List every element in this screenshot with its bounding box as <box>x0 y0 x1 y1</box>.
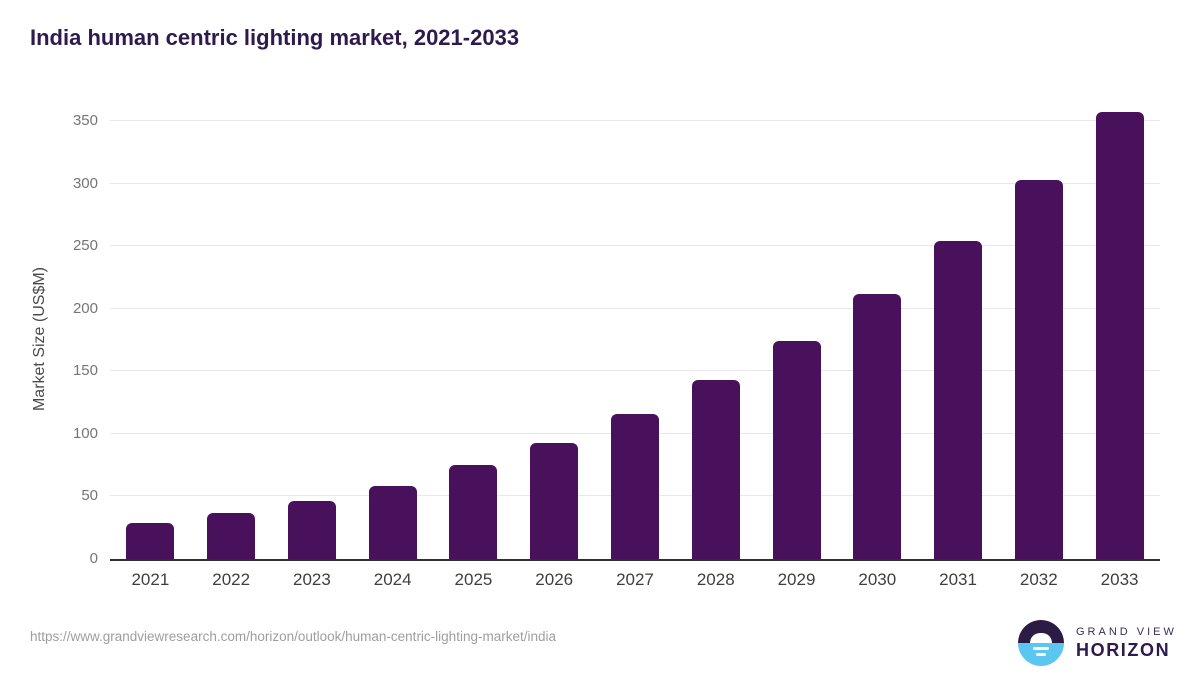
y-tick-label-250: 250 <box>72 237 98 255</box>
source-url: https://www.grandviewresearch.com/horizo… <box>30 629 556 644</box>
bar-2023[interactable] <box>287 501 336 559</box>
x-tick-label-2027: 2027 <box>616 570 654 589</box>
gridline-350 <box>110 120 1160 121</box>
x-tick-label-2026: 2026 <box>535 570 574 589</box>
bar-2031[interactable] <box>934 241 983 559</box>
y-axis-title: Market Size (US$M) <box>31 266 48 412</box>
logo-text: GRAND VIEW HORIZON <box>1076 626 1177 661</box>
bar-2022[interactable] <box>207 512 256 559</box>
x-tick-label-2028: 2028 <box>696 570 735 589</box>
gridline-150 <box>110 370 1160 372</box>
gridline-300 <box>110 182 1160 184</box>
horizon-line-icon <box>1036 653 1046 656</box>
bar-2028[interactable] <box>691 380 740 559</box>
bar-slot-2023 <box>272 501 353 559</box>
bar-slot-2033 <box>1079 112 1160 559</box>
logo-text-horizon: HORIZON <box>1076 639 1171 660</box>
y-tick-label-50: 50 <box>81 487 98 505</box>
sun-icon <box>1030 633 1052 643</box>
x-tick-label-2031: 2031 <box>939 570 977 589</box>
y-tick-label-300: 300 <box>72 174 98 192</box>
bar-slot-2029 <box>756 341 837 559</box>
chart-title: India human centric lighting market, 202… <box>30 25 520 50</box>
y-tick-label-150: 150 <box>72 362 98 380</box>
x-tick-label-2021: 2021 <box>131 570 170 589</box>
x-tick-label-2033: 2033 <box>1100 570 1139 589</box>
horizon-line-icon <box>1033 647 1049 650</box>
bar-slot-2024 <box>352 486 433 559</box>
bar-slot-2027 <box>595 413 676 559</box>
x-tick-label-2029: 2029 <box>777 570 816 589</box>
y-tick-label-0: 0 <box>89 550 98 567</box>
bar-2025[interactable] <box>449 465 498 559</box>
y-tick-label-100: 100 <box>72 424 98 442</box>
x-tick-label-2032: 2032 <box>1019 570 1058 589</box>
bar-slot-2021 <box>110 522 191 559</box>
bar-slot-2026 <box>514 442 595 559</box>
grand-view-horizon-logo: GRAND VIEW HORIZON <box>1018 620 1177 666</box>
x-tick-labels-layer: 2021 2022 2023 2024 2025 2026 2027 2028 2029 2030… <box>110 570 1160 590</box>
gridline-250 <box>110 245 1160 247</box>
x-tick-label-2024: 2024 <box>373 570 412 589</box>
bar-2021[interactable] <box>126 522 175 559</box>
x-tick-label-2023: 2023 <box>293 570 331 589</box>
bar-2026[interactable] <box>530 442 579 559</box>
bar-2024[interactable] <box>368 486 417 559</box>
bar-slot-2028 <box>675 380 756 559</box>
bar-2030[interactable] <box>853 293 902 559</box>
bar-2029[interactable] <box>772 341 821 559</box>
y-tick-label-350: 350 <box>72 112 98 129</box>
bar-2033[interactable] <box>1095 112 1144 559</box>
bars-layer <box>110 112 1160 559</box>
x-tick-label-2025: 2025 <box>454 570 493 589</box>
bar-slot-2031 <box>918 241 999 559</box>
logo-text-grand-view: GRAND VIEW <box>1076 625 1177 638</box>
bar-slot-2022 <box>191 512 272 559</box>
x-axis-line <box>110 559 1160 561</box>
plot-area <box>110 112 1160 561</box>
bar-2027[interactable] <box>610 413 659 559</box>
gridline-200 <box>110 307 1160 309</box>
horizon-sun-icon <box>1018 620 1064 666</box>
bar-slot-2030 <box>837 293 918 559</box>
bar-slot-2025 <box>433 465 514 559</box>
x-tick-label-2030: 2030 <box>858 570 897 589</box>
bar-slot-2032 <box>998 179 1079 559</box>
bar-2032[interactable] <box>1014 179 1063 559</box>
x-tick-label-2022: 2022 <box>212 570 251 589</box>
y-tick-label-200: 200 <box>72 299 98 317</box>
